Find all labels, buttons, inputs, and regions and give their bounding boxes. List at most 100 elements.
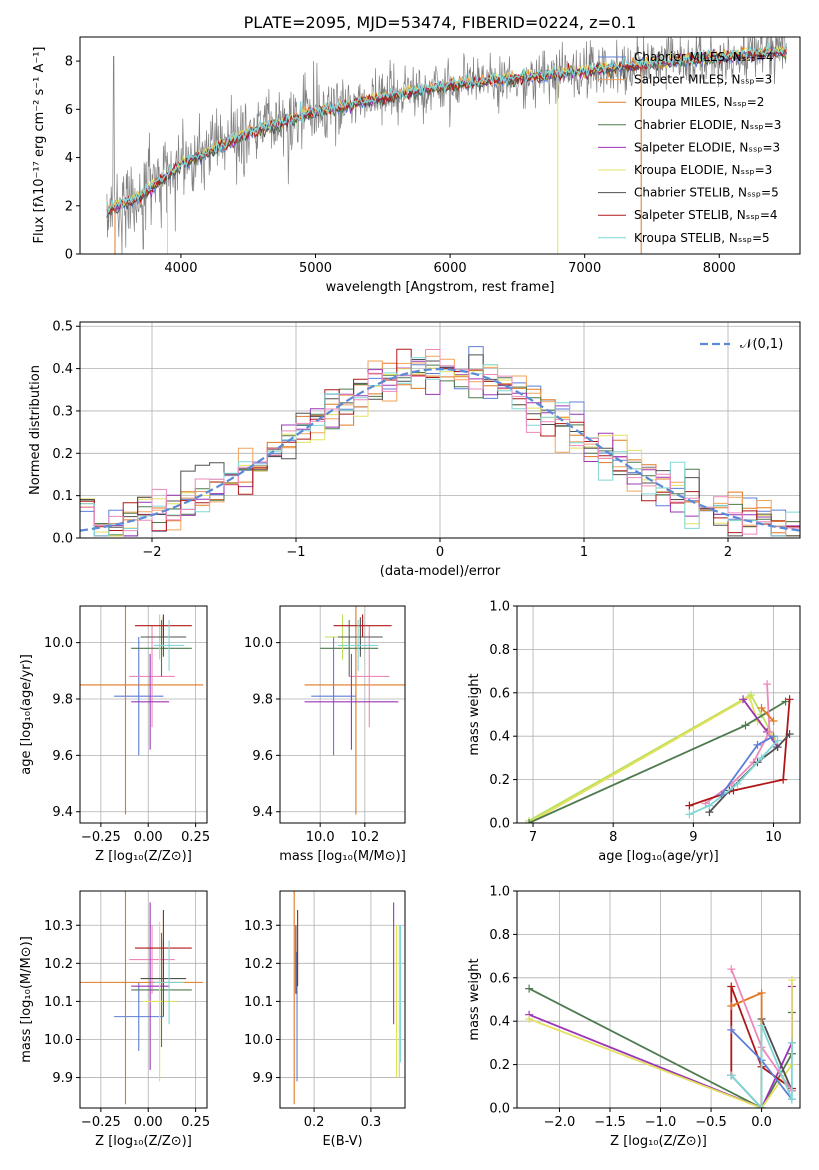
mass-weight-marker — [525, 984, 534, 993]
y-tick-label: 9.4 — [252, 805, 273, 820]
mass-weight-marker — [685, 810, 694, 819]
y-tick-label: 0.0 — [489, 1102, 510, 1117]
axes-frame — [79, 36, 801, 255]
mass-weight-marker — [727, 1002, 736, 1011]
y-axis-label: Normed distribution — [28, 365, 43, 495]
mass-weight-marker — [765, 727, 774, 736]
mass-weight-marker — [739, 695, 748, 704]
x-tick-label: 0.00 — [134, 1115, 163, 1130]
x-tick-label: 4000 — [164, 261, 197, 276]
y-tick-label: 10.3 — [44, 919, 73, 934]
axes-frame — [279, 605, 406, 824]
panel-7: −2.0 −1.5 −1.0 −0.5 0.0 0.0 0.2 0.4 0.6 0.8 1.0 Z [… — [467, 885, 801, 1149]
y-tick-label: 0.6 — [489, 686, 510, 701]
y-tick-label: 1.0 — [489, 600, 510, 615]
mass-weight-line — [528, 700, 787, 823]
plot-area — [525, 680, 794, 823]
y-tick-label: 0.4 — [489, 1015, 510, 1030]
legend-label: Kroupa ELODIE, Nₛₛₚ=3 — [634, 163, 772, 177]
mass-weight-marker — [705, 801, 714, 810]
y-tick-label: 6 — [65, 103, 73, 118]
y-tick-label: 1.0 — [489, 885, 510, 900]
y-tick-label: 0.8 — [489, 643, 510, 658]
y-tick-label: 0.3 — [52, 404, 73, 419]
y-tick-label: 0.0 — [52, 532, 73, 547]
y-tick-label: 9.4 — [52, 805, 73, 820]
x-tick-label: −2 — [142, 545, 161, 560]
y-tick-label: 10.0 — [44, 636, 73, 651]
mass-weight-marker — [787, 1095, 796, 1104]
mass-weight-marker — [787, 1038, 796, 1047]
x-tick-label: 0.25 — [181, 1115, 210, 1130]
mass-weight-marker — [525, 1015, 534, 1024]
x-tick-label: 8 — [609, 830, 617, 845]
x-tick-label: 0.0 — [751, 1115, 772, 1130]
x-axis-label: (data-model)/error — [380, 564, 501, 579]
x-axis-label: Z [log₁₀(Z/Z⊙)] — [610, 1134, 707, 1149]
mass-weight-line — [528, 980, 793, 1108]
y-tick-label: 8 — [65, 55, 73, 70]
normal-curve — [80, 367, 800, 532]
y-tick-label: 10.2 — [244, 957, 273, 972]
y-axis-label: age [log₁₀(age/yr)] — [19, 654, 34, 775]
y-tick-label: 0.8 — [489, 928, 510, 943]
plot-area — [80, 891, 204, 1105]
mass-weight-marker — [787, 975, 796, 984]
mass-weight-marker — [757, 703, 766, 712]
legend-label: Chabrier ELODIE, Nₛₛₚ=3 — [634, 118, 781, 132]
mass-weight-marker — [727, 982, 736, 991]
mass-weight-marker — [733, 779, 742, 788]
x-tick-label: 10.2 — [350, 830, 379, 845]
legend-label: Kroupa MILES, Nₛₛₚ=2 — [634, 95, 764, 109]
mass-weight-marker — [525, 819, 534, 823]
legend-label: Kroupa STELIB, Nₛₛₚ=5 — [634, 231, 770, 245]
legend-label: Chabrier STELIB, Nₛₛₚ=5 — [634, 186, 779, 200]
figure-title: PLATE=2095, MJD=53474, FIBERID=0224, z=0… — [244, 13, 637, 32]
x-tick-label: 1 — [580, 545, 588, 560]
panel-4: 7 8 9 10 0.0 0.2 0.4 0.6 0.8 1.0 age [log₁₀(age/yr… — [467, 600, 801, 864]
x-tick-label: 10.0 — [306, 830, 335, 845]
x-tick-label: 7 — [529, 830, 537, 845]
histogram-step — [80, 349, 800, 535]
x-axis-label: mass [log₁₀(M/M⊙)] — [279, 849, 406, 864]
x-tick-label: −0.5 — [695, 1115, 727, 1130]
mass-weight-marker — [685, 801, 694, 810]
axes-frame — [79, 890, 208, 1109]
mass-weight-marker — [757, 988, 766, 997]
x-tick-label: −1 — [286, 545, 305, 560]
y-tick-label: 0.6 — [489, 971, 510, 986]
x-tick-label: 0.2 — [304, 1115, 325, 1130]
y-tick-label: 10.2 — [44, 957, 73, 972]
y-axis-label: mass weight — [467, 958, 482, 1040]
x-axis-label: Z [log₁₀(Z/Z⊙)] — [95, 849, 192, 864]
y-tick-label: 0.4 — [489, 730, 510, 745]
legend-label: 𝒩(0,1) — [740, 337, 783, 352]
y-tick-label: 9.9 — [252, 1071, 273, 1086]
y-tick-label: 9.6 — [252, 749, 273, 764]
y-axis-label: mass weight — [467, 673, 482, 755]
mass-weight-marker — [727, 1071, 736, 1080]
panel-6: 0.2 0.3 9.9 10.0 10.1 10.2 10.3 E(B-V) — [244, 890, 406, 1149]
plot-area — [304, 606, 405, 815]
legend-label: Salpeter ELODIE, Nₛₛₚ=3 — [634, 140, 780, 154]
y-tick-label: 10.0 — [244, 1033, 273, 1048]
y-tick-label: 0.0 — [489, 817, 510, 832]
y-tick-label: 0.4 — [52, 362, 73, 377]
mass-weight-line — [760, 707, 775, 722]
mass-weight-marker — [769, 717, 778, 726]
axes-frame — [279, 890, 406, 1109]
y-tick-label: 10.1 — [244, 995, 273, 1010]
legend-label: Chabrier MILES, Nₛₛₚ=4 — [634, 50, 774, 64]
y-tick-label: 0.2 — [489, 1058, 510, 1073]
mass-weight-marker — [741, 721, 750, 730]
x-axis-label: wavelength [Angstrom, rest frame] — [326, 280, 555, 295]
plot-area — [80, 346, 800, 537]
x-axis-label: Z [log₁₀(Z/Z⊙)] — [95, 1134, 192, 1149]
y-tick-label: 0.5 — [52, 320, 73, 335]
x-tick-label: −0.25 — [81, 830, 121, 845]
y-tick-label: 0.2 — [52, 447, 73, 462]
y-tick-label: 0.1 — [52, 489, 73, 504]
x-tick-label: 10 — [765, 830, 782, 845]
x-tick-label: −1.5 — [594, 1115, 626, 1130]
y-axis-label: Flux [fλ10⁻¹⁷ erg cm⁻² s⁻¹ A⁻¹] — [32, 47, 47, 244]
